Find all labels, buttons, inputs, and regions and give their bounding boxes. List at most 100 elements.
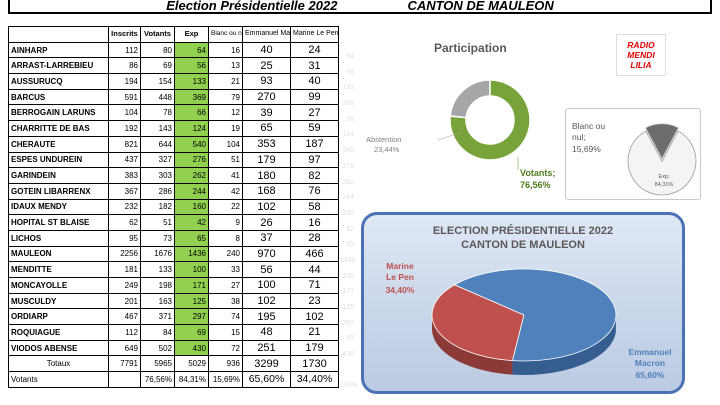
inscrits-cell: 192: [108, 120, 141, 137]
table-row: AINHARP 112 80 64 16 40 24: [8, 41, 339, 59]
table-row: ORDIARP 467 371 297 74 195 102: [8, 308, 339, 326]
votants-cell: 198: [140, 277, 175, 294]
table-row: MUSCULDY 201 163 125 38 102 23: [8, 292, 339, 310]
macron-cell: 56: [242, 261, 291, 278]
blanc-exp-pie: [627, 123, 697, 196]
commune-name: MAULEON: [8, 245, 109, 263]
ghost-value: 69: [346, 335, 354, 343]
macron-cell: 102: [242, 198, 291, 216]
commune-name: VIODOS ABENSE: [8, 339, 109, 357]
inscrits-cell: 181: [108, 261, 141, 278]
ghost-bottom: 100%: [340, 382, 358, 390]
votants-empty-cell: [108, 371, 141, 388]
header-inscrits: Inscrits: [108, 26, 141, 43]
macron-cell: 39: [242, 104, 291, 122]
macron-cell: 26: [242, 214, 291, 231]
inscrits-cell: 367: [108, 182, 141, 200]
table-row: CHARRITTE DE BAS 192 143 124 19 65 59: [8, 120, 339, 137]
lepen-value: 34,40%: [386, 285, 415, 295]
inscrits-cell: 649: [108, 339, 141, 357]
blanc-cell: 104: [208, 135, 243, 153]
blanc-value: 15,69%: [572, 144, 601, 154]
header-exp: Exp: [174, 26, 209, 43]
lepen-cell: 76: [290, 182, 339, 200]
ghost-value: 64: [346, 53, 354, 60]
macron-pct: 65,60%: [242, 371, 291, 388]
participation-title: Participation: [434, 41, 507, 55]
macron-cell: 100: [242, 277, 291, 294]
macron-value: 65,60%: [636, 370, 665, 380]
title-bar: Election Présidentielle 2022 CANTON DE M…: [8, 0, 712, 14]
commune-name: MONCAYOLLE: [8, 277, 109, 294]
table-row: BERROGAIN LARUNS 104 78 66 12 39 27: [8, 104, 339, 122]
exp-cell: 133: [174, 73, 209, 90]
commune-name: MUSCULDY: [8, 292, 109, 310]
inscrits-cell: 437: [108, 151, 141, 169]
exp-pct: 84,31%: [174, 371, 209, 388]
blanc-cell: 13: [208, 57, 243, 75]
lepen-cell: 179: [290, 339, 339, 357]
votants-cell: 303: [140, 167, 175, 184]
inscrits-cell: 194: [108, 73, 141, 90]
table-row: GARINDEIN 383 303 262 41 180 82: [8, 167, 339, 184]
ghost-value: 133: [342, 84, 354, 92]
exp-cell: 64: [174, 41, 209, 59]
donut-slice-abstention: [449, 79, 491, 119]
commune-name: MENDITTE: [8, 261, 109, 278]
table-row: ROQUIAGUE 112 84 69 15 48 21: [8, 324, 339, 341]
table-row: ESPES UNDUREIN 437 327 276 51 179 97: [8, 151, 339, 169]
lepen-cell: 21: [290, 324, 339, 341]
abstention-value: 23,44%: [374, 145, 400, 154]
lepen-cell: 187: [290, 135, 339, 153]
exp-cell: 65: [174, 229, 209, 247]
ghost-spacer: [340, 363, 354, 379]
ghost-value: 124: [342, 131, 354, 139]
blanc-cell: 42: [208, 182, 243, 200]
lepen-cell: 102: [290, 308, 339, 326]
table-row: IDAUX MENDY 232 182 160 22 102 58: [8, 198, 339, 216]
election-chart: Marine Le Pen 34,40% Emmanuel Macron 65,…: [386, 261, 672, 380]
votants-percent-row: Votants 76,56% 84,31% 15,69% 65,60% 34,4…: [8, 371, 339, 388]
blanc-cell: 15: [208, 324, 243, 341]
exp-cell: 42: [174, 214, 209, 231]
inscrits-cell: 86: [108, 57, 141, 75]
lepen-label-2: Le Pen: [386, 272, 414, 282]
election-pie: [431, 268, 617, 375]
ghost-value: 56: [346, 68, 354, 76]
logo-line-2: MENDI: [627, 50, 655, 60]
commune-name: CHERAUTE: [8, 135, 109, 153]
lepen-pct: 34,40%: [290, 371, 339, 388]
lepen-cell: 28: [290, 229, 339, 247]
ghost-value: 160: [342, 209, 354, 217]
macron-cell: 353: [242, 135, 291, 153]
votants-pct: 76,56%: [140, 371, 175, 388]
lepen-cell: 24: [290, 41, 339, 59]
blanc-cell: 16: [208, 41, 243, 59]
lepen-cell: 82: [290, 167, 339, 184]
radio-logo: RADIO MENDI LILIA: [616, 34, 666, 76]
table-row: LICHOS 95 73 65 8 37 28: [8, 229, 339, 247]
page-title: Election Présidentielle 2022: [166, 0, 338, 13]
ghost-value: 171: [342, 288, 354, 296]
exp-cell: 1436: [174, 245, 209, 263]
exp-cell: 100: [174, 261, 209, 278]
ghost-column: 64 56 133 369 66 124 540 276 262 244 160 42 65 1436 10…: [340, 26, 358, 394]
votants-cell: 182: [140, 198, 175, 216]
header-votants: Votants: [140, 26, 175, 43]
blanc-cell: 51: [208, 151, 243, 169]
corner-cell: [8, 26, 109, 43]
canton-title: CANTON DE MAULEON: [407, 0, 554, 13]
macron-label-2: Macron: [635, 358, 665, 368]
blanc-cell: 27: [208, 277, 243, 294]
exp-cell: 69: [174, 324, 209, 341]
exp-cell: 540: [174, 135, 209, 153]
exp-cell: 125: [174, 292, 209, 310]
commune-name: ARRAST-LARREBIEU: [8, 57, 109, 75]
blanc-cell: 33: [208, 261, 243, 278]
inscrits-cell: 62: [108, 214, 141, 231]
table-body: AINHARP 112 80 64 16 40 24 ARRAST-LARREBIEU 86 69…: [8, 41, 339, 357]
blanc-cell: 240: [208, 245, 243, 263]
blanc-label-1: Blanc ou: [572, 121, 605, 131]
votants-value: 76,56%: [520, 180, 551, 190]
inscrits-cell: 249: [108, 277, 141, 294]
